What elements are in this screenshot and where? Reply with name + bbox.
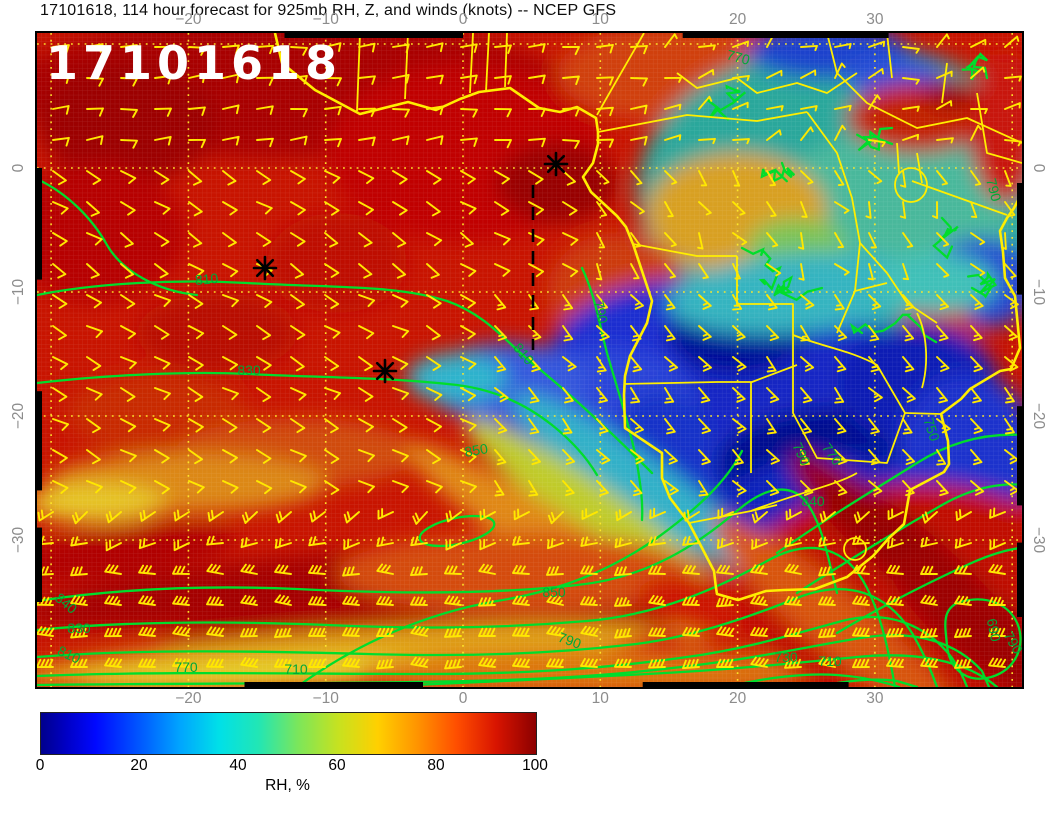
- x-axis-tick-top: 0: [458, 11, 468, 28]
- x-axis-tick-bottom: 20: [728, 690, 747, 707]
- y-axis-tick-right: −20: [1030, 402, 1047, 430]
- y-axis-tick-left: 0: [10, 163, 27, 173]
- colorbar-tick: 0: [35, 757, 45, 774]
- page-title: 17101618, 114 hour forecast for 925mb RH…: [40, 2, 617, 19]
- contour-label: 810: [194, 270, 219, 288]
- y-axis-tick-right: −10: [1030, 278, 1047, 306]
- x-axis-tick-top: 10: [591, 11, 609, 28]
- x-axis-tick-bottom: −10: [312, 690, 339, 707]
- contour-label: 690: [984, 617, 1005, 643]
- y-axis-tick-left: −10: [10, 278, 27, 306]
- contour-label: 710: [284, 661, 308, 677]
- latlon-grid: [37, 33, 1022, 687]
- frame-ticks: [37, 33, 1022, 687]
- x-axis-tick-top: 20: [728, 11, 747, 28]
- contour-label: 790: [556, 629, 584, 652]
- contour-label: 840: [801, 493, 825, 509]
- contour-label: 830: [237, 362, 261, 378]
- station-markers: [252, 151, 569, 384]
- contour-label: 850: [542, 584, 566, 600]
- contour-label: 790: [591, 299, 612, 325]
- coastline-borders: [273, 33, 1022, 602]
- y-axis-tick-left: −30: [10, 526, 27, 554]
- colorbar-label: RH, %: [265, 777, 310, 794]
- contour-label: 770: [174, 659, 198, 675]
- station-asterisk: [255, 258, 275, 278]
- colorbar-tick: 80: [427, 757, 445, 774]
- colorbar-tick: 100: [522, 757, 548, 774]
- y-axis-tick-right: −30: [1030, 526, 1047, 554]
- rh-colorbar: [40, 712, 537, 755]
- colorbar-tick: 20: [130, 757, 148, 774]
- station-asterisk: [375, 361, 395, 381]
- contour-label: 730: [774, 649, 798, 665]
- colorbar-tick: 40: [229, 757, 247, 774]
- x-axis-tick-top: −10: [312, 11, 339, 28]
- wind-barbs: [37, 33, 1022, 670]
- x-axis-tick-top: 30: [866, 11, 884, 28]
- y-axis-tick-right: 0: [1030, 163, 1047, 173]
- map-canvas: 8108307908107707907507707908408508508408…: [37, 33, 1022, 687]
- y-axis-tick-left: −20: [10, 402, 27, 430]
- x-axis-tick-bottom: −20: [175, 690, 202, 707]
- contour-label: 790: [983, 176, 1005, 203]
- colorbar-tick: 60: [328, 757, 346, 774]
- contour-label: 850: [463, 440, 489, 460]
- x-axis-tick-bottom: 0: [458, 690, 468, 707]
- x-axis-tick-bottom: 30: [866, 690, 884, 707]
- contour-label: 710: [818, 653, 842, 669]
- x-axis-tick-bottom: 10: [591, 690, 609, 707]
- contour-label: 750: [921, 416, 944, 443]
- init-datetime-overlay: 17101618: [46, 36, 343, 90]
- x-axis-tick-top: −20: [175, 11, 202, 28]
- contour-label: 770: [725, 46, 752, 68]
- forecast-map: 810 830 790 810 770 790 750 770 790 840 850 850 840 8…: [35, 31, 1024, 689]
- contour-label: 830: [67, 620, 91, 636]
- station-asterisk: [546, 154, 566, 174]
